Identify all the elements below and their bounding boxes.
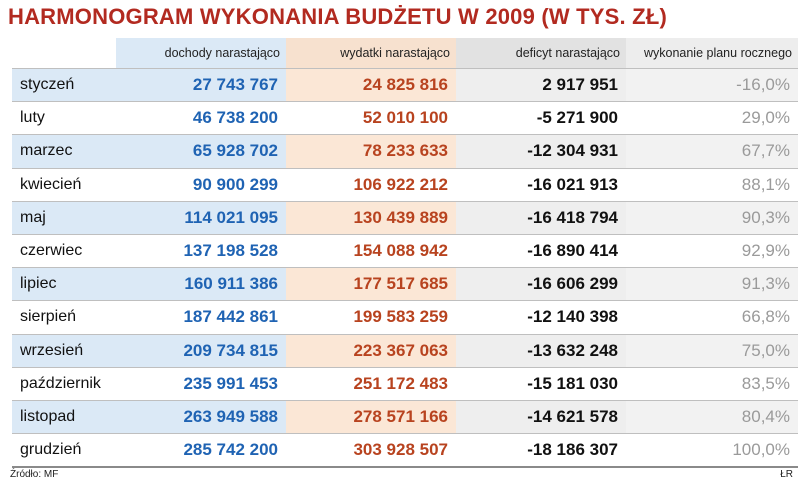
chart-title: HARMONOGRAM WYKONANIA BUDŻETU W 2009 (W … xyxy=(8,4,667,29)
plan-cell: 66,8% xyxy=(741,307,790,327)
expenses-cell: 278 571 166 xyxy=(286,400,456,434)
month-cell: kwiecień xyxy=(20,175,82,193)
expenses-cell: 177 517 685 xyxy=(286,267,456,301)
plan-cell: 90,3% xyxy=(626,201,798,235)
expenses-cell: 154 088 942 xyxy=(353,241,448,261)
plan-cell: 83,5% xyxy=(741,373,790,393)
expenses-cell: 199 583 259 xyxy=(353,307,448,327)
deficit-cell: 2 917 951 xyxy=(456,68,626,102)
plan-cell: 80,4% xyxy=(626,400,798,434)
month-cell: sierpień xyxy=(20,308,77,326)
plan-cell: 75,0% xyxy=(626,334,798,368)
expenses-cell: 130 439 889 xyxy=(286,201,456,235)
table-row: lipiec 160 911 386 177 517 685 -16 606 2… xyxy=(12,267,798,301)
expenses-cell: 78 233 633 xyxy=(286,134,456,169)
month-cell: czerwiec xyxy=(20,242,83,260)
table-row: luty 46 738 200 52 010 100 -5 271 900 29… xyxy=(12,101,798,135)
deficit-cell: -16 418 794 xyxy=(456,201,626,235)
plan-cell: 91,3% xyxy=(626,267,798,301)
header-row: dochody narastająco wydatki narastająco … xyxy=(12,38,798,69)
revenue-cell: 285 742 200 xyxy=(183,440,278,460)
header-deficit: deficyt narastająco xyxy=(456,38,626,69)
table-row: maj 114 021 095 130 439 889 -16 418 794 … xyxy=(12,201,798,235)
revenue-cell: 65 928 702 xyxy=(116,134,286,169)
plan-cell: -16,0% xyxy=(626,68,798,102)
month-cell: grudzień xyxy=(20,441,82,459)
month-cell: styczeń xyxy=(12,68,116,102)
header-expenses: wydatki narastająco xyxy=(286,38,456,69)
deficit-cell: -12 140 398 xyxy=(527,307,618,327)
deficit-cell: -16 606 299 xyxy=(456,267,626,301)
table-row: październik 235 991 453 251 172 483 -15 … xyxy=(12,367,798,400)
table-row: styczeń 27 743 767 24 825 816 2 917 951 … xyxy=(12,68,798,102)
expenses-cell: 106 922 212 xyxy=(353,174,448,194)
header-plan: wykonanie planu rocznego xyxy=(626,38,798,69)
deficit-cell: -13 632 248 xyxy=(456,334,626,368)
revenue-cell: 46 738 200 xyxy=(192,108,278,128)
revenue-cell: 235 991 453 xyxy=(183,373,278,393)
plan-cell: 88,1% xyxy=(741,174,790,194)
month-cell: marzec xyxy=(12,134,116,169)
expenses-cell: 251 172 483 xyxy=(353,373,448,393)
table-row: kwiecień 90 900 299 106 922 212 -16 021 … xyxy=(12,168,798,201)
plan-cell: 100,0% xyxy=(732,440,790,460)
deficit-cell: -15 181 030 xyxy=(527,373,618,393)
plan-cell: 92,9% xyxy=(741,241,790,261)
month-cell: październik xyxy=(20,374,101,392)
deficit-cell: -12 304 931 xyxy=(456,134,626,169)
month-cell: wrzesień xyxy=(12,334,116,368)
table-row: grudzień 285 742 200 303 928 507 -18 186… xyxy=(12,433,798,468)
deficit-cell: -18 186 307 xyxy=(527,440,618,460)
month-cell: lipiec xyxy=(12,267,116,301)
expenses-cell: 303 928 507 xyxy=(353,440,448,460)
budget-table: dochody narastająco wydatki narastająco … xyxy=(12,38,798,468)
revenue-cell: 114 021 095 xyxy=(116,201,286,235)
revenue-cell: 27 743 767 xyxy=(116,68,286,102)
revenue-cell: 187 442 861 xyxy=(183,307,278,327)
table-row: sierpień 187 442 861 199 583 259 -12 140… xyxy=(12,300,798,334)
deficit-cell: -5 271 900 xyxy=(536,108,618,128)
revenue-cell: 160 911 386 xyxy=(116,267,286,301)
deficit-cell: -16 890 414 xyxy=(527,241,618,261)
deficit-cell: -16 021 913 xyxy=(527,174,618,194)
revenue-cell: 137 198 528 xyxy=(183,241,278,261)
deficit-cell: -14 621 578 xyxy=(456,400,626,434)
month-cell: listopad xyxy=(12,400,116,434)
plan-cell: 67,7% xyxy=(626,134,798,169)
plan-cell: 29,0% xyxy=(741,108,790,128)
table-row: wrzesień 209 734 815 223 367 063 -13 632… xyxy=(12,334,798,368)
expenses-cell: 24 825 816 xyxy=(286,68,456,102)
header-month xyxy=(12,38,116,69)
revenue-cell: 209 734 815 xyxy=(116,334,286,368)
revenue-cell: 263 949 588 xyxy=(116,400,286,434)
header-revenue: dochody narastająco xyxy=(116,38,286,69)
month-cell: luty xyxy=(20,109,45,127)
table-row: listopad 263 949 588 278 571 166 -14 621… xyxy=(12,400,798,434)
expenses-cell: 223 367 063 xyxy=(286,334,456,368)
expenses-cell: 52 010 100 xyxy=(362,108,448,128)
revenue-cell: 90 900 299 xyxy=(192,174,278,194)
author-credit: ŁR xyxy=(780,469,793,480)
month-cell: maj xyxy=(12,201,116,235)
source-note: Źródło: MF xyxy=(10,469,59,480)
table-row: czerwiec 137 198 528 154 088 942 -16 890… xyxy=(12,234,798,267)
table-row: marzec 65 928 702 78 233 633 -12 304 931… xyxy=(12,134,798,169)
